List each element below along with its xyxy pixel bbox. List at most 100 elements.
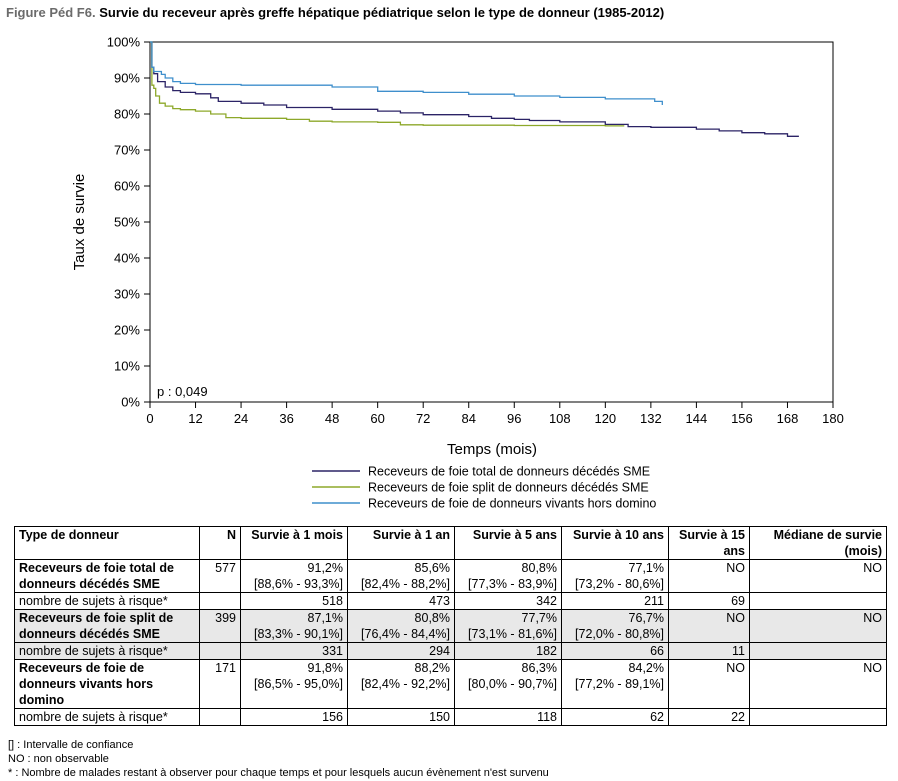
survival-15-cell: NO bbox=[668, 609, 750, 643]
col-header-type: Type de donneur bbox=[14, 526, 200, 560]
risk-cell: 342 bbox=[454, 592, 562, 610]
confidence-interval: [82,4% - 88,2%] bbox=[361, 577, 450, 591]
risk-label: nombre de sujets à risque* bbox=[14, 642, 200, 660]
survival-value: 80,8% bbox=[521, 561, 557, 575]
risk-cell: 69 bbox=[668, 592, 750, 610]
survival-chart: 0% 10% 20% 30% 40% 50% 60% 70% 80% 90% 100% 0 12 24 3… bbox=[71, 35, 844, 511]
risk-cell: 22 bbox=[668, 708, 750, 726]
y-tick-label: 70% bbox=[114, 143, 140, 158]
survival-curve-2 bbox=[150, 41, 625, 127]
x-tick-label: 156 bbox=[731, 411, 753, 426]
x-axis: 0 12 24 36 48 60 72 84 96 108 120 132 144 156 168 180 bbox=[146, 402, 844, 426]
survival-cell: 77,7% [73,1% - 81,6%] bbox=[454, 609, 562, 643]
confidence-interval: [73,2% - 80,6%] bbox=[575, 577, 664, 591]
y-tick-label: 80% bbox=[114, 107, 140, 122]
x-tick-label: 48 bbox=[325, 411, 339, 426]
p-value-annotation: p : 0,049 bbox=[157, 384, 208, 399]
confidence-interval: [72,0% - 80,8%] bbox=[575, 627, 664, 641]
median-cell: NO bbox=[749, 559, 887, 593]
y-axis-title: Taux de survie bbox=[71, 174, 88, 271]
x-tick-label: 84 bbox=[461, 411, 475, 426]
survival-value: 86,3% bbox=[521, 661, 557, 675]
survival-15-cell: NO bbox=[668, 659, 750, 709]
col-header-15-years: Survie à 15 ans bbox=[668, 526, 750, 560]
confidence-interval: [88,6% - 93,3%] bbox=[254, 577, 343, 591]
survival-cell: 85,6% [82,4% - 88,2%] bbox=[347, 559, 455, 593]
risk-label: nombre de sujets à risque* bbox=[14, 592, 200, 610]
x-tick-label: 168 bbox=[777, 411, 799, 426]
x-tick-label: 144 bbox=[686, 411, 708, 426]
risk-row: nombre de sujets à risque* 331 294 182 6… bbox=[14, 642, 887, 660]
col-header-1-year: Survie à 1 an bbox=[347, 526, 455, 560]
survival-cell: 88,2% [82,4% - 92,2%] bbox=[347, 659, 455, 709]
risk-cell: 118 bbox=[454, 708, 562, 726]
col-header-5-years: Survie à 5 ans bbox=[454, 526, 562, 560]
n-cell: 399 bbox=[199, 609, 241, 643]
survival-curve-3 bbox=[150, 41, 663, 105]
y-axis: 0% 10% 20% 30% 40% 50% 60% 70% 80% 90% 100% bbox=[107, 35, 150, 410]
confidence-interval: [76,4% - 84,4%] bbox=[361, 627, 450, 641]
risk-label: nombre de sujets à risque* bbox=[14, 708, 200, 726]
risk-cell: 211 bbox=[561, 592, 669, 610]
footnote: NO : non observable bbox=[8, 753, 109, 765]
risk-cell: 294 bbox=[347, 642, 455, 660]
empty-cell bbox=[749, 642, 887, 660]
x-tick-label: 72 bbox=[416, 411, 430, 426]
empty-cell bbox=[749, 592, 887, 610]
figure-title-text: Survie du receveur après greffe hépatiqu… bbox=[99, 5, 665, 20]
x-tick-label: 60 bbox=[370, 411, 384, 426]
confidence-interval: [73,1% - 81,6%] bbox=[468, 627, 557, 641]
x-tick-label: 12 bbox=[188, 411, 202, 426]
figure-number: Figure Péd F6. bbox=[6, 5, 96, 20]
y-tick-label: 60% bbox=[114, 179, 140, 194]
survival-cell: 80,8% [76,4% - 84,4%] bbox=[347, 609, 455, 643]
x-tick-label: 36 bbox=[279, 411, 293, 426]
survival-value: 80,8% bbox=[414, 611, 450, 625]
survival-value: 84,2% bbox=[628, 661, 664, 675]
empty-cell bbox=[199, 592, 241, 610]
y-tick-label: 40% bbox=[114, 251, 140, 266]
survival-curves bbox=[150, 41, 799, 137]
x-tick-label: 96 bbox=[507, 411, 521, 426]
col-header-1-month: Survie à 1 mois bbox=[240, 526, 348, 560]
risk-cell: 62 bbox=[561, 708, 669, 726]
x-tick-label: 120 bbox=[594, 411, 616, 426]
table-row: Receveurs de foie total de donneurs décé… bbox=[14, 559, 887, 593]
legend: Receveurs de foie total de donneurs décé… bbox=[312, 465, 656, 511]
survival-value: 91,2% bbox=[307, 561, 343, 575]
y-tick-label: 10% bbox=[114, 359, 140, 374]
risk-cell: 11 bbox=[668, 642, 750, 660]
survival-cell: 77,1% [73,2% - 80,6%] bbox=[561, 559, 669, 593]
risk-cell: 473 bbox=[347, 592, 455, 610]
n-cell: 577 bbox=[199, 559, 241, 593]
empty-cell bbox=[199, 708, 241, 726]
col-header-10-years: Survie à 10 ans bbox=[561, 526, 669, 560]
footnotes: [] : Intervalle de confiance NO : non ob… bbox=[8, 738, 549, 780]
survival-cell: 86,3% [80,0% - 90,7%] bbox=[454, 659, 562, 709]
x-tick-label: 108 bbox=[549, 411, 571, 426]
confidence-interval: [82,4% - 92,2%] bbox=[361, 677, 450, 691]
y-tick-label: 30% bbox=[114, 287, 140, 302]
y-tick-label: 90% bbox=[114, 71, 140, 86]
survival-value: 87,1% bbox=[307, 611, 343, 625]
risk-cell: 518 bbox=[240, 592, 348, 610]
survival-curve-1 bbox=[150, 41, 799, 137]
survival-value: 88,2% bbox=[414, 661, 450, 675]
median-cell: NO bbox=[749, 659, 887, 709]
donor-type-cell: Receveurs de foie split de donneurs décé… bbox=[14, 609, 200, 643]
y-tick-label: 0% bbox=[121, 395, 140, 410]
x-axis-title: Temps (mois) bbox=[447, 441, 537, 458]
median-cell: NO bbox=[749, 609, 887, 643]
confidence-interval: [77,3% - 83,9%] bbox=[468, 577, 557, 591]
risk-cell: 66 bbox=[561, 642, 669, 660]
donor-type-cell: Receveurs de foie total de donneurs décé… bbox=[14, 559, 200, 593]
col-header-median: Médiane de survie (mois) bbox=[749, 526, 887, 560]
figure-title: Figure Péd F6. Survie du receveur après … bbox=[6, 5, 664, 20]
legend-label: Receveurs de foie de donneurs vivants ho… bbox=[368, 497, 656, 511]
n-cell: 171 bbox=[199, 659, 241, 709]
risk-row: nombre de sujets à risque* 156 150 118 6… bbox=[14, 708, 887, 726]
survival-cell: 91,8% [86,5% - 95,0%] bbox=[240, 659, 348, 709]
survival-table: Type de donneur N Survie à 1 mois Survie… bbox=[14, 526, 887, 726]
y-tick-label: 50% bbox=[114, 215, 140, 230]
risk-row: nombre de sujets à risque* 518 473 342 2… bbox=[14, 592, 887, 610]
